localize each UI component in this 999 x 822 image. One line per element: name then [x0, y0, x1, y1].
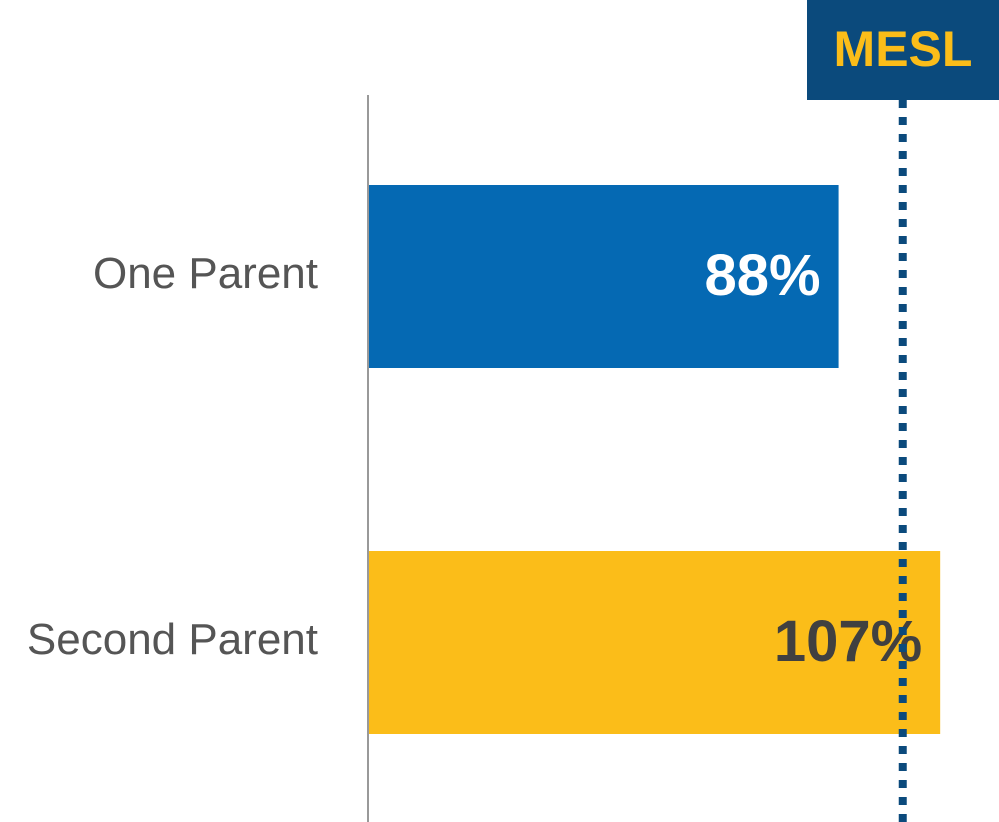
- reference-label-box: [807, 0, 999, 100]
- value-label: 107%: [774, 609, 922, 674]
- bar: [368, 551, 941, 734]
- category-label: Second Parent: [27, 615, 318, 664]
- bar: [368, 185, 839, 368]
- reference-label: MESL: [834, 21, 973, 77]
- value-label: 88%: [704, 243, 820, 308]
- category-label: One Parent: [93, 249, 318, 298]
